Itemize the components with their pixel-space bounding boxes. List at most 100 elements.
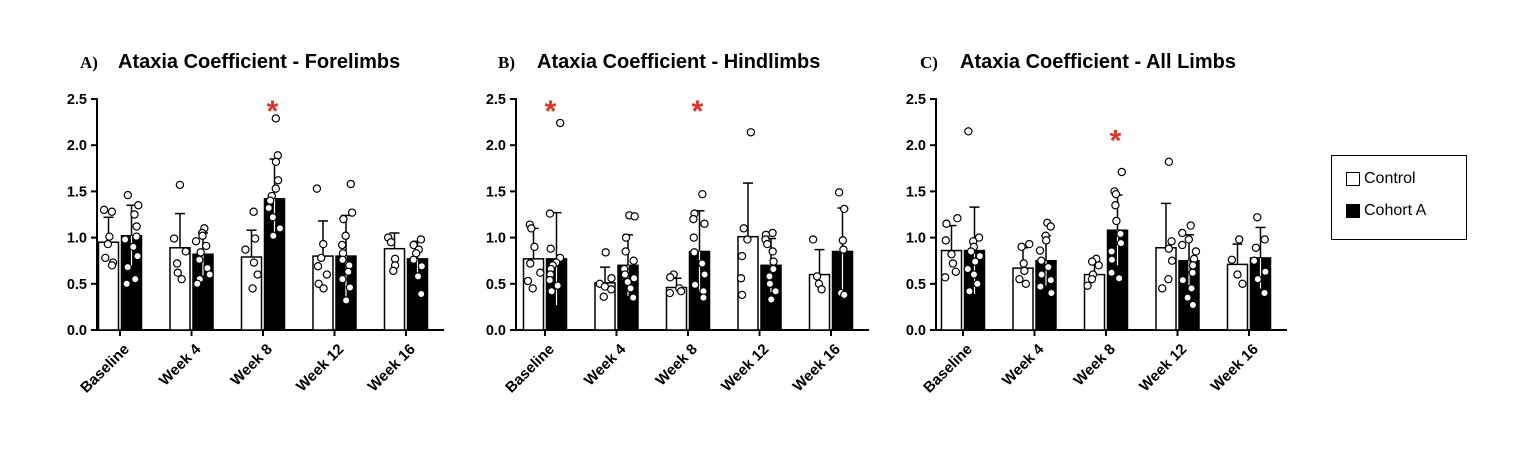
data-point-cohort-a <box>1261 267 1270 276</box>
data-point-control <box>1021 279 1031 288</box>
data-point-cohort-a <box>1188 268 1197 277</box>
data-point-control <box>1020 266 1029 276</box>
data-point-cohort-a <box>697 259 707 268</box>
data-point-cohort-a <box>347 208 357 217</box>
data-point-cohort-a <box>975 251 985 261</box>
data-point-cohort-a <box>1251 243 1261 252</box>
y-tick-label: 1.5 <box>906 184 926 200</box>
data-point-cohort-a <box>1191 247 1201 256</box>
data-point-cohort-a <box>1107 255 1117 264</box>
data-point-cohort-a <box>273 176 283 185</box>
y-tick-label: 2.5 <box>486 92 506 108</box>
y-tick-label: 0.5 <box>906 277 926 293</box>
data-point-cohort-a <box>768 247 777 256</box>
data-point-cohort-a <box>1037 270 1046 279</box>
data-point-cohort-a <box>546 244 555 253</box>
data-point-control <box>607 285 616 294</box>
data-point-cohort-a <box>413 272 423 281</box>
x-tick-label: Week 12 <box>293 341 347 395</box>
data-point-cohort-a <box>965 286 974 296</box>
data-point-cohort-a <box>964 127 973 136</box>
data-point-control <box>313 262 323 271</box>
data-point-control <box>743 235 752 244</box>
chart-panel-2: B) Ataxia Coefficient - Hindlimbs 0.0 0.5 1.… <box>486 51 869 396</box>
data-point-control <box>676 286 686 296</box>
data-point-cohort-a <box>621 247 630 256</box>
data-point-cohort-a <box>768 228 777 238</box>
x-tick-label: Week 8 <box>1070 341 1118 389</box>
data-point-control <box>389 266 398 276</box>
data-point-cohort-a <box>629 274 639 283</box>
data-point-cohort-a <box>769 257 778 266</box>
data-point-cohort-a <box>409 255 418 264</box>
data-point-cohort-a <box>689 233 698 242</box>
data-point-control <box>528 284 537 293</box>
data-point-control <box>601 248 610 257</box>
y-tick-label: 1.5 <box>486 184 506 200</box>
data-point-cohort-a <box>630 212 639 221</box>
data-point-cohort-a <box>690 248 699 257</box>
significance-star: * <box>1110 125 1122 158</box>
data-point-cohort-a <box>195 255 204 264</box>
data-point-cohort-a <box>963 264 972 274</box>
data-point-control <box>173 268 182 277</box>
data-point-cohort-a <box>1116 238 1126 248</box>
data-point-control <box>107 207 117 216</box>
data-point-control <box>953 213 962 223</box>
data-point-cohort-a <box>417 289 426 299</box>
legend-item-cohort-a: Cohort A <box>1346 202 1426 220</box>
data-point-cohort-a <box>271 184 280 193</box>
data-point-cohort-a <box>344 267 353 276</box>
y-tick-label: 0.5 <box>486 277 506 293</box>
data-point-cohort-a <box>1187 284 1196 293</box>
data-point-cohort-a <box>1188 261 1198 270</box>
data-point-cohort-a <box>547 286 556 296</box>
data-point-cohort-a <box>123 262 132 272</box>
data-point-control <box>736 274 746 283</box>
data-point-cohort-a <box>275 224 285 233</box>
data-point-control <box>746 128 756 137</box>
x-tick-label: Week 16 <box>790 341 844 395</box>
data-point-control <box>1227 255 1237 264</box>
data-point-cohort-a <box>1117 167 1126 177</box>
panel-letter: A) <box>80 53 98 72</box>
y-tick-label: 2.0 <box>486 138 506 154</box>
data-point-control <box>319 284 328 293</box>
y-tick-label: 1.0 <box>486 231 506 247</box>
data-point-control <box>599 292 608 301</box>
data-point-cohort-a <box>621 233 631 242</box>
data-point-cohort-a <box>545 209 555 218</box>
data-point-cohort-a <box>265 196 275 205</box>
data-point-control <box>1094 261 1103 270</box>
data-point-cohort-a <box>1112 216 1121 226</box>
data-point-control <box>607 274 616 283</box>
data-point-cohort-a <box>193 279 202 288</box>
data-point-control <box>175 180 185 190</box>
data-point-control <box>319 239 328 249</box>
data-point-control <box>172 259 182 268</box>
legend-label-cohort-a: Cohort A <box>1364 202 1427 219</box>
data-point-cohort-a <box>769 264 778 274</box>
data-point-cohort-a <box>339 214 348 224</box>
x-tick-label: Week 4 <box>999 340 1048 389</box>
data-point-cohort-a <box>1111 201 1120 210</box>
x-tick-label: Week 16 <box>1208 341 1262 395</box>
data-point-cohort-a <box>129 242 138 252</box>
data-point-cohort-a <box>971 257 980 266</box>
data-point-cohort-a <box>1188 300 1198 310</box>
data-point-control <box>1017 242 1026 252</box>
data-point-cohort-a <box>1116 229 1125 239</box>
data-point-cohort-a <box>1253 274 1262 284</box>
data-point-control <box>665 273 675 282</box>
data-point-cohort-a <box>765 279 775 288</box>
data-point-cohort-a <box>620 270 630 279</box>
data-point-cohort-a <box>337 240 347 250</box>
data-point-cohort-a <box>1186 221 1195 230</box>
data-point-cohort-a <box>1037 256 1046 265</box>
data-point-cohort-a <box>268 213 278 222</box>
data-point-cohort-a <box>132 232 141 241</box>
data-point-control <box>250 234 260 243</box>
data-point-control <box>1164 244 1173 253</box>
data-point-control <box>536 268 545 277</box>
data-point-cohort-a <box>700 270 709 279</box>
